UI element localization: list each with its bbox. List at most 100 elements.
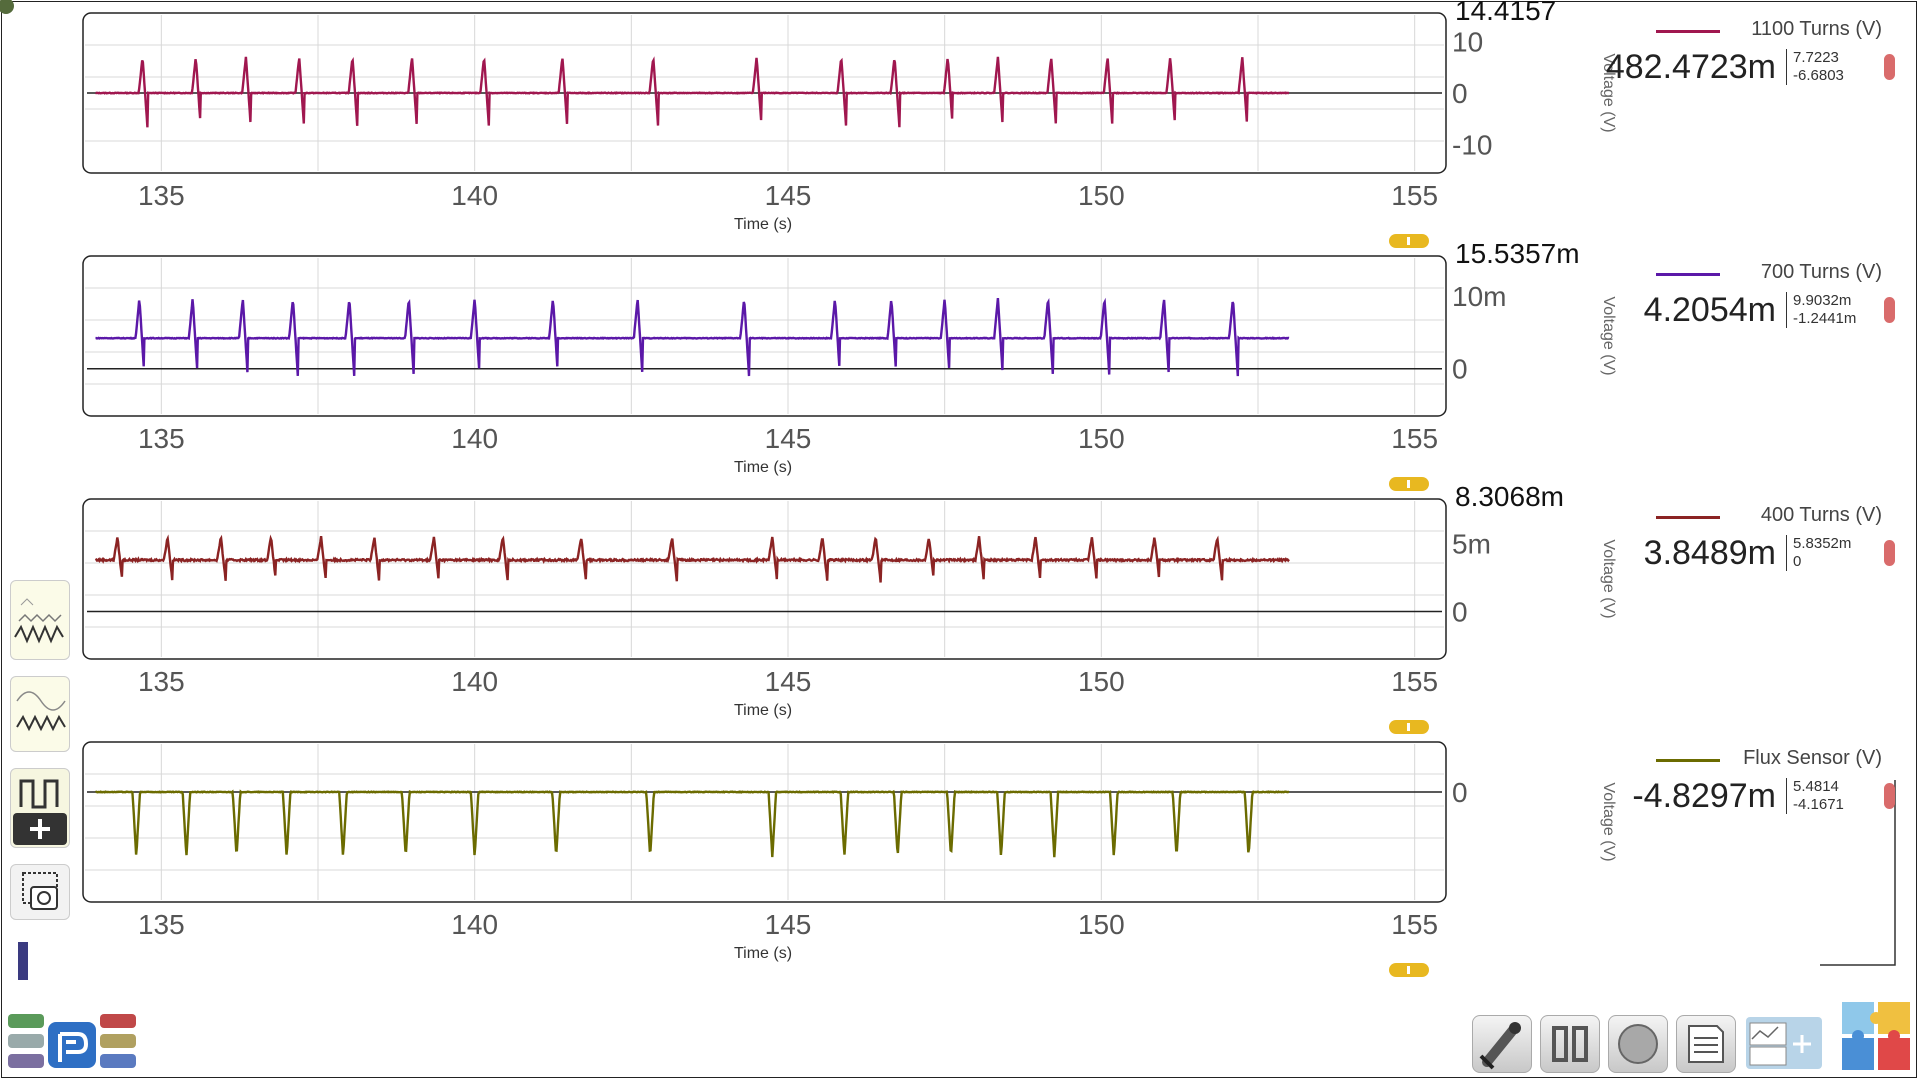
current-reading: 3.8489m bbox=[1643, 534, 1776, 572]
legend-swatch bbox=[1656, 516, 1720, 519]
y-max-label: 14.4157 bbox=[1455, 0, 1557, 26]
x-tick-label: 135 bbox=[138, 423, 185, 454]
y-max-label: 15.5357m bbox=[1455, 238, 1580, 269]
x-tick-label: 140 bbox=[451, 909, 498, 940]
legend-swatch bbox=[1656, 273, 1720, 276]
square-wave-add-icon bbox=[13, 779, 67, 845]
min-max-values: 7.7223 -6.6803 bbox=[1786, 49, 1844, 85]
pause-button[interactable] bbox=[1540, 1015, 1600, 1073]
graph-add-icon bbox=[1746, 1017, 1822, 1069]
max-value: 7.7223 bbox=[1793, 49, 1839, 66]
legend-label: 700 Turns (V) bbox=[1760, 261, 1882, 283]
scroll-handle[interactable] bbox=[1389, 234, 1429, 248]
waveform-overlay-tool[interactable] bbox=[10, 580, 70, 660]
extensions-button[interactable] bbox=[1840, 1000, 1912, 1072]
add-graph-button[interactable] bbox=[1744, 1013, 1824, 1073]
notes-icon bbox=[1688, 1025, 1724, 1063]
signal-trace bbox=[95, 297, 1290, 377]
scroll-indicator[interactable] bbox=[18, 942, 28, 980]
y-axis-title: Voltage (V) bbox=[1600, 782, 1617, 861]
graph-frame bbox=[82, 255, 1447, 417]
app-menu-button[interactable] bbox=[8, 1014, 136, 1072]
graph-2[interactable]: 135 140 145 150 155 Time (s) 10m 0 Voltage (V) bbox=[82, 255, 1617, 476]
y-axis-title: Voltage (V) bbox=[1600, 539, 1617, 618]
screenshot-tool[interactable] bbox=[10, 864, 70, 920]
sensor-button[interactable] bbox=[1472, 1015, 1532, 1073]
y-max-label: 8.3068m bbox=[1455, 481, 1564, 512]
legend-label: Flux Sensor (V) bbox=[1743, 747, 1882, 769]
min-value: -1.2441m bbox=[1793, 310, 1857, 327]
sensor-tool-icon bbox=[1479, 1022, 1521, 1070]
y-tick-label: 0 bbox=[1452, 777, 1468, 808]
sine-wave-tool[interactable] bbox=[10, 676, 70, 752]
x-tick-label: 150 bbox=[1078, 180, 1125, 211]
screenshot-icon bbox=[22, 872, 58, 910]
y-tick-label: 10 bbox=[1452, 26, 1483, 57]
min-value: -4.1671 bbox=[1793, 796, 1844, 813]
square-wave-add-tool[interactable] bbox=[10, 768, 70, 848]
pause-icon bbox=[1552, 1026, 1588, 1062]
x-axis-title: Time (s) bbox=[734, 459, 792, 476]
x-tick-label: 140 bbox=[451, 423, 498, 454]
min-max-values: 5.8352m 0 bbox=[1786, 535, 1851, 571]
sine-wave-icon bbox=[16, 691, 66, 732]
x-tick-label: 140 bbox=[451, 666, 498, 697]
x-tick-label: 135 bbox=[138, 666, 185, 697]
min-value: 0 bbox=[1793, 553, 1802, 570]
sensor-status-indicator[interactable] bbox=[1884, 54, 1895, 80]
record-icon bbox=[1618, 1024, 1658, 1064]
min-max-values: 9.9032m -1.2441m bbox=[1786, 292, 1856, 328]
sensor-status-indicator[interactable] bbox=[1884, 540, 1895, 566]
y-tick-label: 0 bbox=[1452, 597, 1468, 628]
min-max-values: 5.4814 -4.1671 bbox=[1786, 778, 1844, 814]
record-button[interactable] bbox=[1608, 1015, 1668, 1073]
legend-swatch bbox=[1656, 30, 1720, 33]
signal-trace bbox=[94, 534, 1290, 583]
x-tick-label: 155 bbox=[1391, 666, 1438, 697]
y-axis-title: Voltage (V) bbox=[1600, 296, 1617, 375]
corner-indicator bbox=[0, 0, 14, 14]
graph-3[interactable]: 135 140 145 150 155 Time (s) 5m 0 Voltage (V) bbox=[82, 498, 1617, 719]
legend-label: 400 Turns (V) bbox=[1760, 504, 1882, 526]
max-value: 5.8352m bbox=[1793, 535, 1852, 552]
scroll-handle[interactable] bbox=[1389, 477, 1429, 491]
x-tick-label: 145 bbox=[765, 423, 812, 454]
x-tick-label: 135 bbox=[138, 180, 185, 211]
x-tick-label: 145 bbox=[765, 909, 812, 940]
sensor-status-indicator[interactable] bbox=[1884, 297, 1895, 323]
x-tick-label: 155 bbox=[1391, 180, 1438, 211]
x-axis-title: Time (s) bbox=[734, 702, 792, 719]
x-tick-label: 140 bbox=[451, 180, 498, 211]
x-tick-label: 150 bbox=[1078, 423, 1125, 454]
legend-swatch bbox=[1656, 759, 1720, 762]
y-tick-label: 0 bbox=[1452, 354, 1468, 385]
x-axis-title: Time (s) bbox=[734, 945, 792, 962]
graph-1[interactable]: 135 140 145 150 155 Time (s) 10 0 -10 Voltage (V) bbox=[82, 12, 1617, 233]
y-tick-label: 5m bbox=[1452, 529, 1491, 560]
scroll-handle[interactable] bbox=[1389, 720, 1429, 734]
notes-button[interactable] bbox=[1676, 1015, 1736, 1073]
x-tick-label: 150 bbox=[1078, 666, 1125, 697]
sensor-status-indicator[interactable] bbox=[1884, 783, 1895, 809]
y-tick-label: 10m bbox=[1452, 281, 1506, 312]
scroll-handle[interactable] bbox=[1389, 963, 1429, 977]
scale-bracket bbox=[1820, 780, 1896, 966]
x-tick-label: 145 bbox=[765, 180, 812, 211]
graph-frame bbox=[82, 498, 1447, 660]
x-tick-label: 155 bbox=[1391, 909, 1438, 940]
x-axis-title: Time (s) bbox=[734, 216, 792, 233]
y-tick-label: -10 bbox=[1452, 130, 1492, 161]
signal-trace bbox=[95, 56, 1290, 128]
x-tick-label: 145 bbox=[765, 666, 812, 697]
x-tick-label: 155 bbox=[1391, 423, 1438, 454]
min-value: -6.6803 bbox=[1793, 67, 1844, 84]
x-tick-label: 150 bbox=[1078, 909, 1125, 940]
current-reading: 4.2054m bbox=[1643, 291, 1776, 329]
graph-4[interactable]: 135 140 145 150 155 Time (s) 0 Voltage (V) bbox=[82, 741, 1617, 962]
puzzle-icon bbox=[1842, 1002, 1910, 1070]
app-logo-icon bbox=[8, 1014, 136, 1068]
waveform-overlay-icon bbox=[14, 598, 64, 644]
x-tick-label: 135 bbox=[138, 909, 185, 940]
current-reading: 482.4723m bbox=[1605, 48, 1776, 86]
